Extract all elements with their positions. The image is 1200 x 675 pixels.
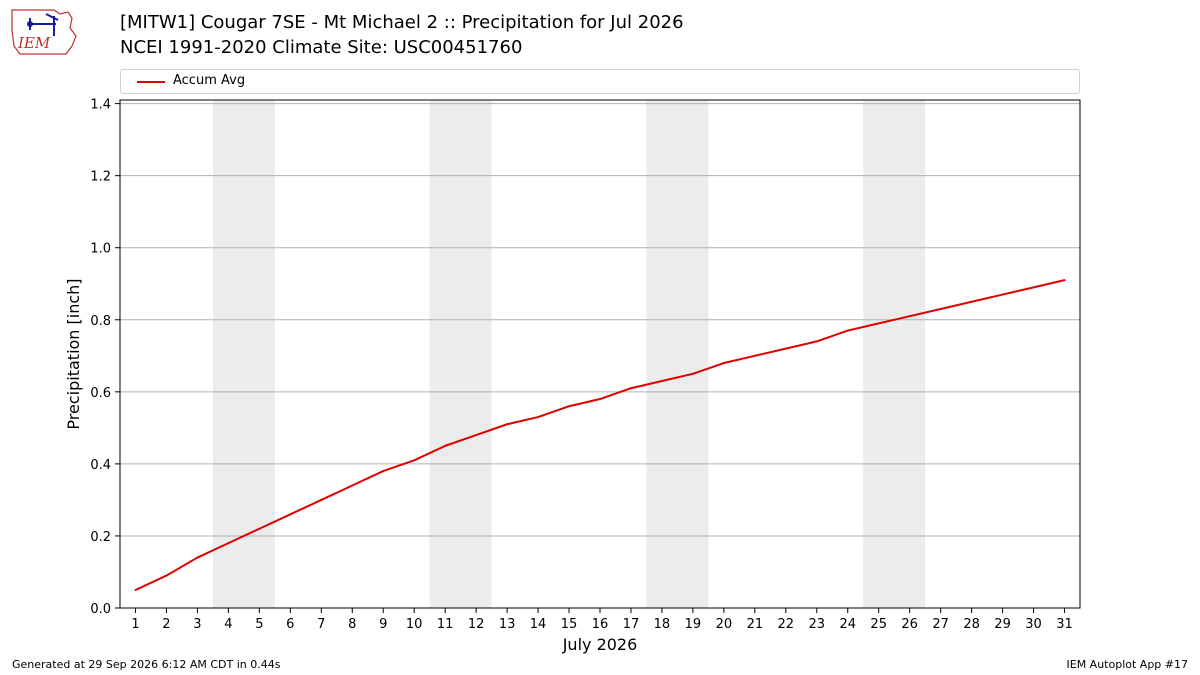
chart-title: [MITW1] Cougar 7SE - Mt Michael 2 :: Pre… bbox=[120, 12, 684, 33]
x-tick-label: 31 bbox=[1056, 617, 1073, 632]
data-point bbox=[846, 329, 849, 332]
x-tick-label: 12 bbox=[468, 617, 485, 632]
data-point bbox=[537, 416, 540, 419]
x-tick-label: 28 bbox=[963, 617, 980, 632]
data-point bbox=[815, 340, 818, 343]
data-point bbox=[475, 434, 478, 437]
x-tick-label: 16 bbox=[592, 617, 609, 632]
x-tick-label: 26 bbox=[901, 617, 918, 632]
weekend-band bbox=[429, 100, 492, 608]
y-tick-label: 1.4 bbox=[90, 98, 111, 113]
x-tick-label: 29 bbox=[994, 617, 1011, 632]
x-tick-label: 8 bbox=[348, 617, 356, 632]
footer-app: IEM Autoplot App #17 bbox=[1066, 658, 1189, 671]
x-tick-label: 10 bbox=[406, 617, 423, 632]
y-axis: 0.0 0.2 0.4 0.6 0.8 1.0 1.2 1.4 bbox=[90, 98, 120, 617]
weekend-band bbox=[863, 100, 926, 608]
x-tick-label: 9 bbox=[379, 617, 387, 632]
legend: Accum Avg bbox=[120, 69, 1080, 94]
x-axis-label: July 2026 bbox=[562, 635, 638, 654]
data-point bbox=[444, 444, 447, 447]
legend-swatch bbox=[137, 81, 165, 83]
footer-generated: Generated at 29 Sep 2026 6:12 AM CDT in … bbox=[12, 658, 281, 671]
x-tick-label: 23 bbox=[809, 617, 826, 632]
data-point bbox=[506, 423, 509, 426]
data-point bbox=[784, 347, 787, 350]
x-tick-label: 27 bbox=[932, 617, 949, 632]
y-tick-label: 1.0 bbox=[90, 242, 111, 257]
x-tick-label: 2 bbox=[162, 617, 170, 632]
data-point bbox=[691, 372, 694, 375]
data-point bbox=[258, 527, 261, 530]
data-point bbox=[227, 542, 230, 545]
x-tick-label: 25 bbox=[870, 617, 887, 632]
iem-logo: IEM bbox=[11, 9, 77, 55]
chart-subtitle: NCEI 1991-2020 Climate Site: USC00451760 bbox=[120, 37, 523, 58]
legend-label: Accum Avg bbox=[173, 73, 246, 88]
data-point bbox=[568, 405, 571, 408]
y-tick-label: 1.2 bbox=[90, 170, 111, 185]
data-point bbox=[320, 498, 323, 501]
data-point bbox=[1001, 293, 1004, 296]
data-point bbox=[413, 459, 416, 462]
data-point bbox=[1032, 286, 1035, 289]
x-axis: 1 2 3 4 5 6 7 8 9 10 11 12 13 14 15 16 17 18 19 20 21 22 23 24 2… bbox=[131, 608, 1073, 632]
data-point bbox=[289, 513, 292, 516]
x-tick-label: 11 bbox=[437, 617, 454, 632]
weekend-band bbox=[212, 100, 275, 608]
x-tick-label: 30 bbox=[1025, 617, 1042, 632]
y-axis-label: Precipitation [inch] bbox=[64, 278, 83, 429]
y-tick-label: 0.4 bbox=[90, 458, 111, 473]
y-tick-label: 0.2 bbox=[90, 530, 111, 545]
weekend-band bbox=[646, 100, 709, 608]
data-point bbox=[939, 307, 942, 310]
data-point bbox=[970, 300, 973, 303]
data-point bbox=[753, 354, 756, 357]
x-tick-label: 4 bbox=[224, 617, 232, 632]
data-point bbox=[165, 574, 168, 577]
y-tick-label: 0.8 bbox=[90, 314, 111, 329]
data-point bbox=[908, 315, 911, 318]
logo-text: IEM bbox=[17, 34, 51, 52]
data-point bbox=[722, 362, 725, 365]
x-tick-label: 1 bbox=[131, 617, 139, 632]
data-point bbox=[877, 322, 880, 325]
data-point bbox=[599, 398, 601, 401]
data-point bbox=[629, 387, 632, 390]
weekend-bands bbox=[212, 100, 926, 608]
x-tick-label: 6 bbox=[286, 617, 294, 632]
data-point bbox=[351, 484, 354, 487]
x-tick-label: 21 bbox=[747, 617, 764, 632]
x-tick-label: 3 bbox=[193, 617, 201, 632]
x-tick-label: 5 bbox=[255, 617, 263, 632]
x-tick-label: 20 bbox=[716, 617, 733, 632]
data-point bbox=[1063, 279, 1066, 282]
data-point bbox=[196, 556, 199, 559]
y-tick-label: 0.0 bbox=[90, 602, 111, 617]
x-tick-label: 22 bbox=[778, 617, 795, 632]
x-tick-label: 18 bbox=[654, 617, 671, 632]
x-tick-label: 13 bbox=[499, 617, 516, 632]
series-layer bbox=[134, 279, 1066, 591]
x-tick-label: 24 bbox=[839, 617, 856, 632]
x-tick-label: 14 bbox=[530, 617, 547, 632]
data-point bbox=[134, 588, 137, 591]
x-tick-label: 19 bbox=[685, 617, 702, 632]
y-tick-label: 0.6 bbox=[90, 386, 111, 401]
data-point bbox=[660, 380, 663, 383]
data-point bbox=[382, 470, 385, 473]
x-tick-label: 17 bbox=[623, 617, 640, 632]
x-tick-label: 15 bbox=[561, 617, 578, 632]
x-tick-label: 7 bbox=[317, 617, 325, 632]
